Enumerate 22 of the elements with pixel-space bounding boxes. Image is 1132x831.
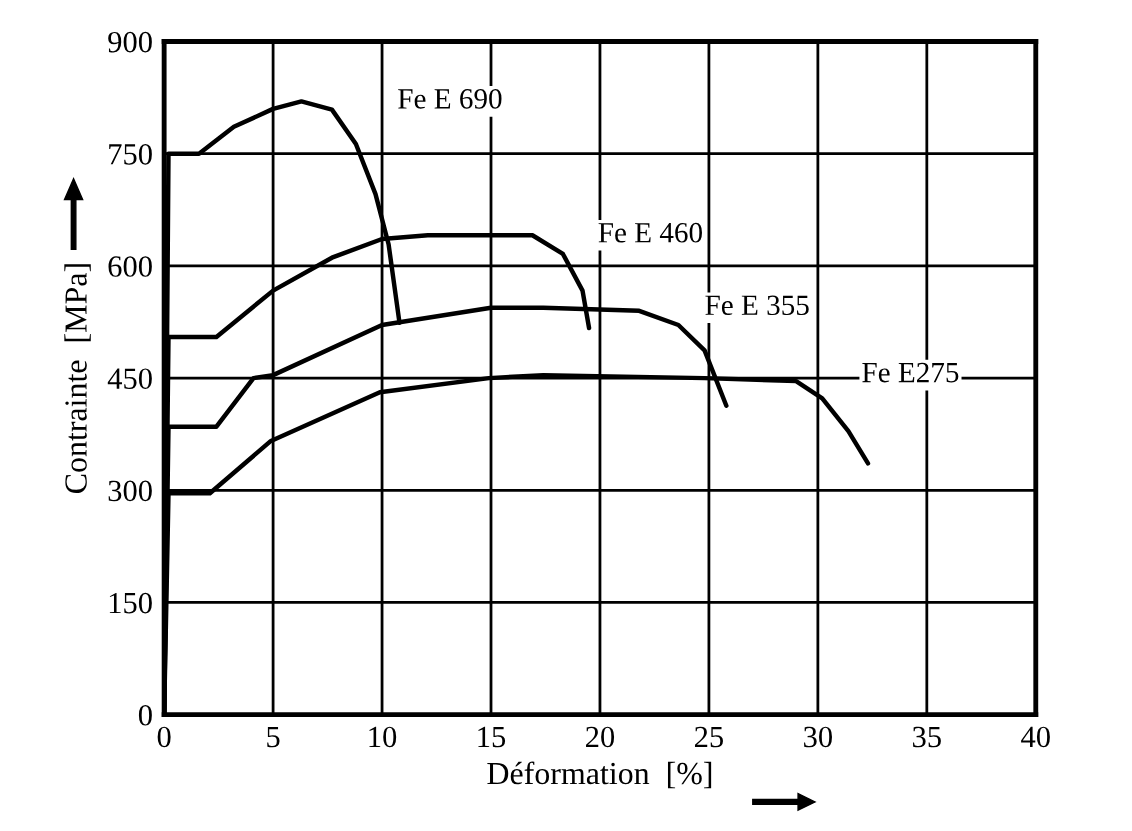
y-tick-label: 750	[109, 144, 152, 165]
x-tick-label: 5	[267, 726, 280, 748]
x-tick-label: 10	[369, 726, 397, 748]
x-tick-label: 40	[1021, 726, 1050, 748]
y-tick-label: 300	[108, 480, 152, 502]
series-label: Fe E 460	[598, 222, 702, 243]
series-label: Fe E 690	[398, 89, 502, 109]
x-tick-label: 25	[694, 726, 723, 748]
y-tick-label: 450	[107, 368, 152, 390]
x-tick-label: 15	[478, 726, 506, 748]
y-axis-title: Contrainte [MPa]	[64, 264, 91, 494]
x-tick-label: 35	[913, 726, 941, 748]
x-tick-label: 20	[586, 726, 615, 748]
x-tick-label: 30	[804, 726, 832, 748]
series-label: Fe E275	[862, 362, 959, 383]
x-axis-title: Déformation [%]	[487, 761, 712, 789]
y-tick-label: 600	[108, 256, 152, 277]
y-tick-label: 900	[108, 31, 152, 53]
y-tick-label: 0	[138, 704, 152, 726]
y-tick-label: 150	[109, 592, 152, 614]
series-label: Fe E 355	[705, 295, 809, 316]
x-tick-label: 0	[157, 726, 171, 748]
